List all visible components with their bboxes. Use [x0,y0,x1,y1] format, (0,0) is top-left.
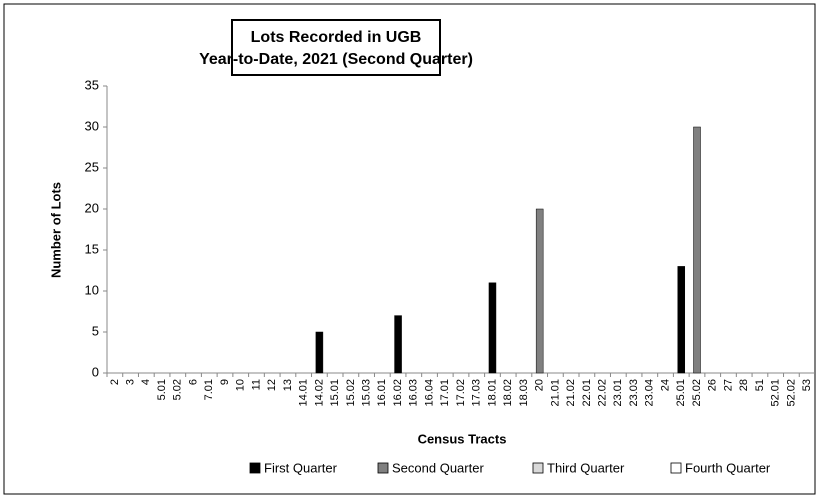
x-tick-label: 27 [722,379,734,391]
x-tick-label: 12 [266,379,278,391]
x-tick-label: 7.01 [203,379,215,400]
x-tick-label: 17.02 [455,379,467,407]
x-tick-label: 16.04 [423,379,435,407]
bar [677,266,686,374]
x-tick-label: 13 [282,379,294,391]
x-axis-label: Census Tracts [418,431,507,446]
x-tick-label: 16.01 [376,379,388,407]
y-tick-label: 30 [85,118,99,133]
legend-swatch [670,462,682,474]
chart-title: Year-to-Date, 2021 (Second Quarter) [199,51,473,68]
y-tick-label: 15 [85,241,99,256]
x-tick-label: 23.03 [628,379,640,407]
x-tick-label: 22.01 [581,379,593,407]
y-tick-label: 5 [92,323,99,338]
x-tick-label: 18.02 [502,379,514,407]
chart-border [3,3,816,495]
y-axis-label: Number of Lots [48,182,63,278]
y-tick-label: 25 [85,159,99,174]
x-tick-label: 20 [534,379,546,391]
x-tick-label: 5.01 [156,379,168,400]
bar [693,126,701,374]
x-tick-label: 16.03 [408,379,420,407]
x-tick-label: 21.01 [549,379,561,407]
x-tick-label: 9 [219,379,231,385]
x-tick-label: 28 [738,379,750,391]
x-tick-label: 3 [125,379,137,385]
x-tick-label: 15.03 [361,379,373,407]
legend-swatch [249,462,261,474]
x-tick-label: 18.01 [486,379,498,407]
x-tick-label: 25.02 [691,379,703,407]
x-tick-label: 17.03 [471,379,483,407]
x-tick-label: 15.01 [329,379,341,407]
x-tick-label: 2 [109,379,121,385]
legend-label: First Quarter [264,460,338,475]
x-tick-label: 53 [801,379,813,391]
y-tick-label: 20 [85,200,99,215]
bar [488,282,497,374]
x-tick-label: 6 [187,379,199,385]
x-tick-label: 25.01 [675,379,687,407]
x-tick-label: 52.01 [770,379,782,407]
y-tick-label: 35 [85,77,99,92]
x-tick-label: 5.02 [172,379,184,400]
title-box [231,19,441,76]
x-tick-label: 24 [659,379,671,391]
x-tick-label: 18.03 [518,379,530,407]
x-tick-label: 23.01 [612,379,624,407]
chart-title: Lots Recorded in UGB [251,29,422,46]
x-tick-label: 16.02 [392,379,404,407]
x-tick-label: 4 [140,379,152,385]
x-tick-label: 22.02 [597,379,609,407]
bar [535,208,544,374]
x-tick-label: 23.04 [644,379,656,407]
x-tick-label: 17.01 [439,379,451,407]
legend-swatch [377,462,389,474]
y-tick-label: 10 [85,282,99,297]
x-tick-label: 10 [235,379,247,391]
legend-label: Second Quarter [392,460,484,475]
x-tick-label: 51 [754,379,766,391]
y-tick-label: 0 [92,364,99,379]
x-tick-label: 11 [250,379,262,390]
x-tick-label: 52.02 [785,379,797,407]
x-tick-label: 15.02 [345,379,357,407]
x-tick-label: 14.02 [313,379,325,407]
legend-label: Third Quarter [547,460,625,475]
x-tick-label: 26 [707,379,719,391]
x-tick-label: 21.02 [565,379,577,407]
legend-label: Fourth Quarter [685,460,771,475]
bar [394,315,402,374]
bar [315,331,324,374]
legend-swatch [532,462,544,474]
x-tick-label: 14.01 [298,379,310,407]
